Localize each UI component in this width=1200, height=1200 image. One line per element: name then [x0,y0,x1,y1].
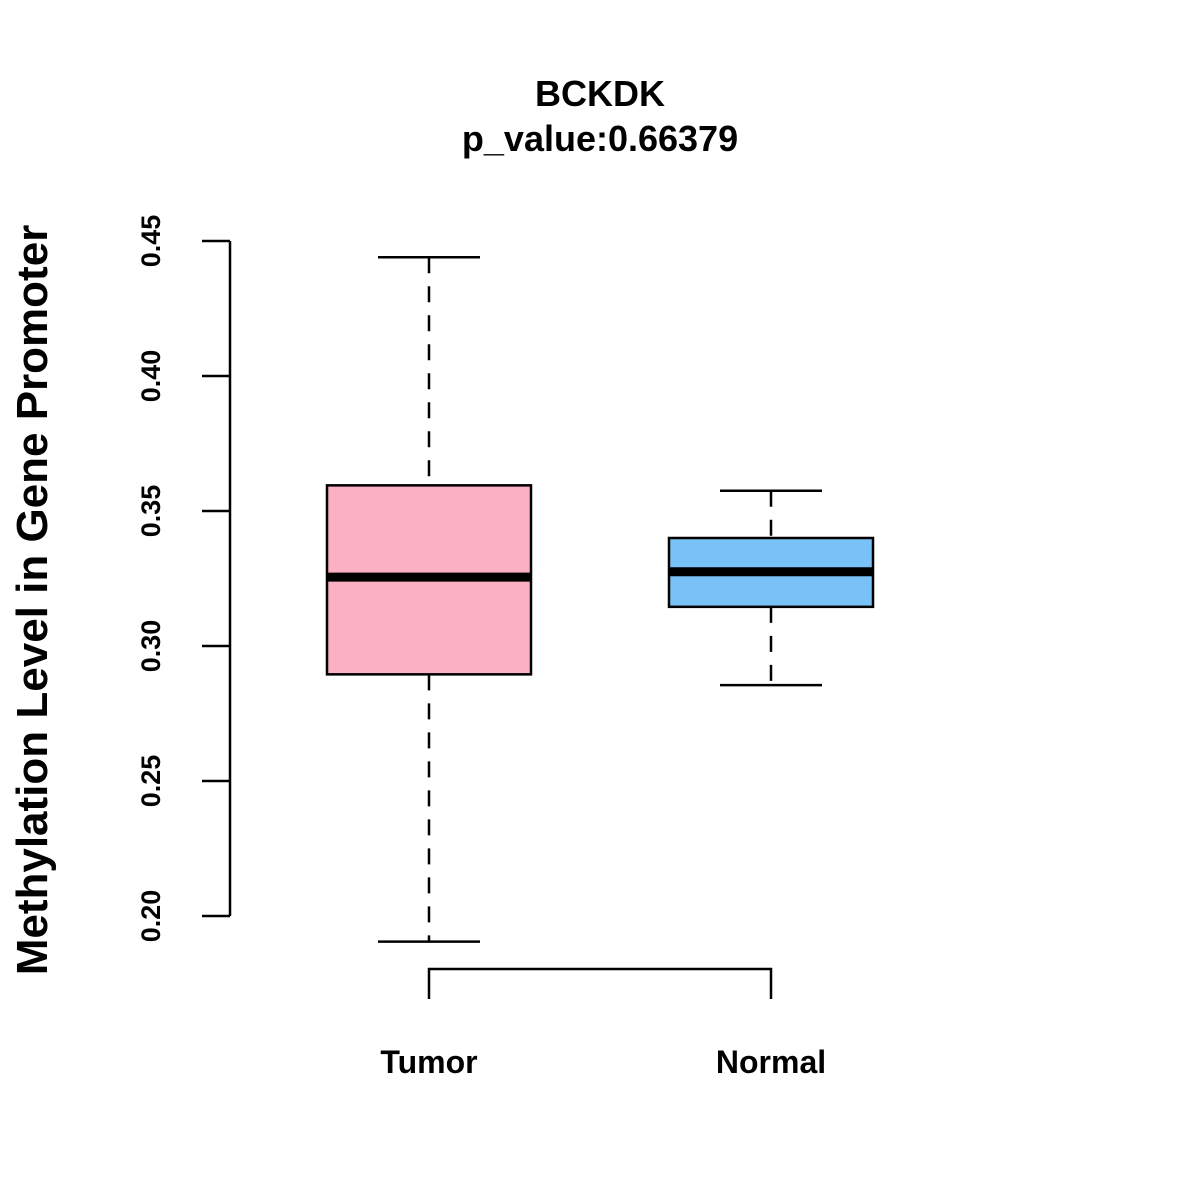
y-tick-label: 0.30 [136,620,166,673]
y-tick-label: 0.40 [136,350,166,403]
y-tick-label: 0.45 [136,215,166,268]
box-tumor [325,255,533,943]
y-axis: 0.20 0.25 0.30 0.35 0.40 0.45 [136,215,232,943]
bracket-line [427,967,773,999]
box-normal [667,489,875,687]
y-tick-label: 0.25 [136,755,166,808]
x-axis-labels: Tumor Normal [380,1044,826,1080]
y-axis-label: Methylation Level in Gene Promoter [8,225,57,976]
y-tick-label: 0.20 [136,890,166,943]
chart-subtitle: p_value:0.66379 [462,118,738,159]
x-category-label: Normal [716,1044,826,1080]
y-tick-label: 0.35 [136,485,166,538]
box-group [325,255,875,943]
x-category-label: Tumor [380,1044,477,1080]
comparison-bracket [427,967,773,999]
chart-title: BCKDK [535,73,665,114]
